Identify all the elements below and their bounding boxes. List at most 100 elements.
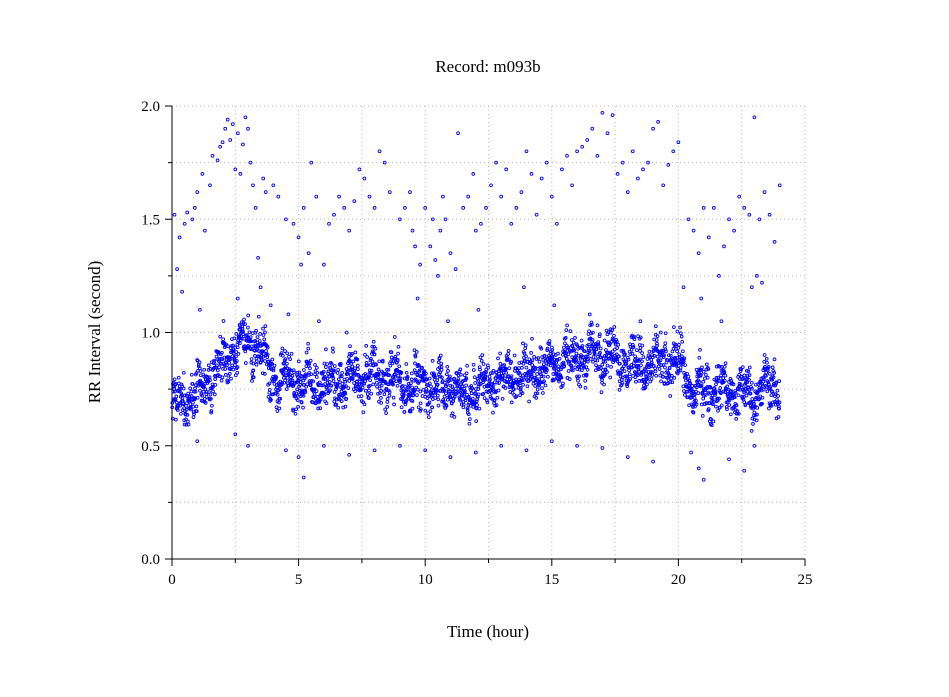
data-point — [177, 235, 182, 240]
data-point — [718, 386, 723, 390]
data-point — [327, 221, 331, 226]
data-point — [181, 401, 186, 406]
data-point — [582, 365, 586, 370]
data-point — [646, 362, 650, 366]
data-point — [694, 385, 699, 390]
data-point — [295, 374, 300, 379]
data-point — [636, 365, 641, 370]
data-point — [723, 361, 728, 366]
data-point — [768, 384, 772, 389]
data-point — [714, 376, 719, 380]
data-point — [677, 352, 682, 357]
data-point — [717, 396, 721, 401]
data-point — [649, 377, 654, 381]
data-point — [176, 375, 181, 380]
data-point — [218, 334, 223, 339]
data-point — [241, 332, 245, 337]
data-point — [254, 362, 259, 367]
data-point — [233, 167, 238, 172]
data-point — [299, 400, 304, 405]
data-point — [615, 172, 620, 176]
data-point — [380, 358, 385, 363]
data-point — [426, 411, 431, 416]
data-point — [448, 374, 452, 379]
data-point — [340, 370, 344, 375]
data-point — [265, 362, 269, 367]
data-point — [172, 377, 177, 382]
data-point — [600, 110, 605, 115]
data-point — [275, 392, 280, 397]
data-point — [653, 369, 658, 374]
data-point — [460, 384, 465, 388]
data-point — [284, 448, 288, 453]
data-point — [247, 330, 252, 335]
data-point — [605, 370, 609, 374]
data-point — [586, 359, 590, 364]
data-point — [633, 354, 637, 359]
data-point — [478, 382, 483, 386]
data-point — [620, 381, 625, 385]
data-point — [751, 422, 755, 426]
data-point — [190, 217, 195, 222]
data-point — [325, 362, 329, 366]
data-point — [412, 348, 417, 353]
data-point — [524, 365, 529, 370]
data-point — [447, 378, 452, 382]
data-point — [538, 372, 543, 377]
data-point — [442, 394, 447, 399]
data-point — [673, 342, 678, 347]
data-point — [234, 354, 238, 359]
data-point — [265, 345, 270, 350]
data-point — [522, 285, 526, 290]
data-point — [355, 357, 360, 362]
data-point — [416, 405, 421, 410]
data-point — [314, 389, 319, 393]
data-point — [742, 468, 747, 473]
data-point — [464, 383, 468, 388]
data-point — [737, 372, 742, 377]
data-point — [246, 343, 250, 348]
data-point — [262, 337, 267, 342]
data-point — [714, 404, 718, 409]
data-point — [356, 394, 361, 399]
data-point — [640, 359, 644, 364]
data-point — [208, 392, 213, 397]
data-point — [321, 369, 326, 374]
data-point — [672, 325, 676, 329]
data-point — [695, 380, 700, 385]
data-point — [418, 407, 423, 412]
data-point — [705, 375, 710, 380]
data-point — [294, 407, 298, 412]
data-point — [312, 387, 317, 392]
data-point — [322, 443, 326, 448]
data-point — [291, 408, 296, 413]
data-point — [229, 376, 233, 381]
data-point — [593, 368, 598, 373]
data-point — [389, 350, 394, 355]
data-point — [332, 212, 336, 217]
data-point — [436, 274, 440, 278]
data-point — [351, 359, 356, 364]
data-point — [329, 362, 334, 366]
data-point — [369, 356, 373, 361]
data-point — [234, 350, 239, 354]
data-point — [551, 378, 556, 383]
data-point — [174, 417, 178, 422]
data-point — [212, 360, 217, 364]
data-point — [498, 351, 502, 356]
data-point — [284, 387, 289, 391]
data-point — [547, 339, 552, 343]
data-point — [435, 378, 440, 383]
data-point — [722, 370, 727, 375]
data-point — [288, 357, 292, 361]
data-point — [233, 432, 238, 437]
data-point — [209, 410, 214, 415]
data-point — [494, 403, 499, 407]
data-point — [310, 400, 315, 405]
data-point — [567, 377, 572, 381]
data-point — [299, 262, 303, 267]
data-point — [556, 351, 560, 356]
data-point — [761, 387, 766, 392]
data-point — [365, 392, 370, 396]
data-point — [433, 396, 437, 400]
